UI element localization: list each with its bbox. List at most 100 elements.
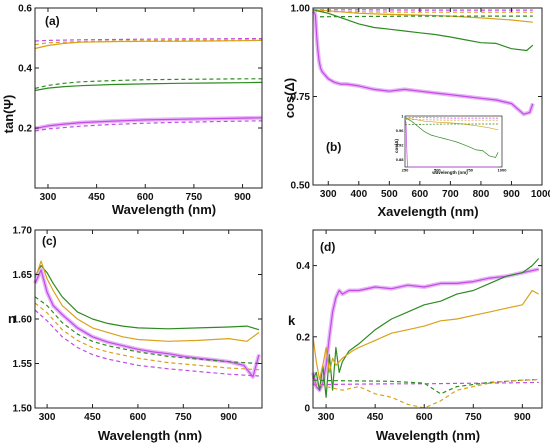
series-line-green-solid: [312, 9, 534, 52]
x-tick-label: 300: [318, 412, 335, 423]
plot-area-d: 300 450 600 750 900 0 0.2 0.4: [296, 229, 543, 423]
y-tick-label: 1.55: [13, 359, 33, 370]
x-tick-label: 700: [442, 189, 459, 200]
inset-y-tick-label: 0.92: [396, 143, 405, 148]
series-line-green-solid: [34, 81, 263, 92]
panel-label-c: (c): [42, 234, 57, 248]
panel-a: 300 450 600 750 900 0.2 0.4 0.6 (a) Wavelength …: [1, 4, 263, 217]
x-axis-label-b: Xavelength (nm): [377, 204, 478, 219]
y-tick-label: 0.6: [18, 4, 32, 15]
series-line-orange-solid: [312, 289, 539, 381]
series-line-magenta-dashed: [34, 38, 262, 42]
x-tick-label: 600: [412, 189, 429, 200]
panel-label-b: (b): [326, 140, 341, 154]
x-tick-label: 400: [350, 189, 367, 200]
y-axis-label-d: k: [288, 313, 296, 328]
x-tick-label: 750: [175, 412, 192, 423]
x-tick-label: 900: [503, 189, 520, 200]
series-line-magenta-dashed: [34, 120, 263, 132]
inset-x-tick-label: 500: [434, 168, 441, 173]
y-axis-label-c: n: [8, 311, 16, 326]
series-line-orange-solid: [34, 39, 263, 50]
x-axis-label-c: Wavelength (nm): [98, 428, 202, 443]
y-tick-label: 0.4: [296, 261, 310, 272]
y-tick-label: 0.50: [291, 181, 311, 192]
series-line-orange-solid: [312, 9, 533, 23]
y-tick-label: 1.50: [13, 404, 33, 415]
inset-x-tick-label: 1000: [498, 168, 508, 173]
plot-area-b: 300 400 500 600 700 800 900 1000 0.50 0.75 1.00: [291, 4, 550, 201]
x-tick-label: 300: [320, 189, 337, 200]
x-tick-label: 600: [137, 192, 154, 203]
inset-y-tick-label: 0.96: [396, 128, 405, 133]
y-tick-label: 0.75: [291, 92, 311, 103]
inset-series-line: [404, 117, 499, 131]
x-tick-label: 450: [88, 192, 105, 203]
y-tick-label: 1.65: [13, 270, 33, 281]
axes-frame: [312, 229, 543, 409]
inset-series-line: [404, 123, 499, 126]
x-tick-label: 750: [186, 192, 203, 203]
y-axis-label-b: cos(Δ): [282, 78, 297, 118]
series-line-halo: [311, 10, 535, 117]
y-tick-label: 0.2: [296, 332, 310, 343]
x-tick-label: 450: [367, 412, 384, 423]
panel-d: 300 450 600 750 900 0 0.2 0.4 (d) Wavelength (n…: [288, 229, 543, 443]
series-line-magenta-solid: [34, 269, 260, 378]
series-line-green-solid: [34, 265, 260, 331]
plot-area-c: 300 450 600 750 900 1.50 1.55 1.60 1.65 1.70: [13, 226, 263, 423]
x-tick-label: 450: [84, 412, 101, 423]
panel-b: 300 400 500 600 700 800 900 1000 0.50 0.75 1.00 (b…: [282, 4, 550, 220]
inset-x-axis-label: wavelength (nm): [431, 170, 468, 175]
x-tick-label: 900: [234, 192, 251, 203]
series-line-halo: [311, 267, 540, 393]
inset-y-tick-label: 1: [401, 114, 404, 119]
series-line-orange-dashed: [312, 378, 539, 409]
y-tick-label: 0.2: [18, 124, 32, 135]
x-axis-label-a: Wavelength (nm): [112, 202, 216, 217]
y-tick-label: 0: [304, 404, 310, 415]
y-tick-label: 0.4: [18, 64, 32, 75]
x-tick-label: 900: [220, 412, 237, 423]
axes-frame: [34, 7, 263, 189]
series-line-magenta-solid: [312, 268, 539, 391]
x-axis-label-d: Wavelength (nm): [376, 428, 480, 443]
inset-series-line: [404, 119, 499, 168]
series-line-green-dashed: [312, 15, 533, 18]
series-line-magenta-dashed: [312, 381, 539, 386]
series-line-green-dashed: [34, 78, 262, 89]
inset-x-tick-label: 250: [402, 168, 409, 173]
x-tick-label: 1000: [531, 189, 550, 200]
x-tick-label: 750: [465, 412, 482, 423]
series-line-orange-dashed: [34, 39, 262, 46]
x-tick-label: 500: [381, 189, 398, 200]
x-tick-label: 600: [130, 412, 147, 423]
inset-series-line: [404, 117, 499, 158]
y-axis-label-a: tan(Ψ): [1, 95, 16, 134]
panel-label-d: (d): [320, 240, 335, 254]
series-line-orange-dashed: [34, 302, 260, 371]
series-line-green-dashed: [312, 378, 539, 395]
x-tick-label: 600: [416, 412, 433, 423]
inset-y-tick-label: 0.88: [396, 157, 405, 162]
y-tick-label: 1.60: [13, 315, 33, 326]
series-line-magenta-solid: [313, 11, 534, 115]
panel-label-a: (a): [45, 14, 60, 28]
plot-area-a: 300 450 600 750 900 0.2 0.4 0.6: [18, 4, 263, 203]
y-tick-label: 1.70: [13, 226, 33, 237]
x-tick-label: 300: [40, 192, 57, 203]
x-tick-label: 900: [514, 412, 531, 423]
x-tick-label: 300: [39, 412, 56, 423]
inset-series-line: [404, 119, 499, 121]
x-tick-label: 800: [473, 189, 490, 200]
inset-frame: [404, 115, 503, 168]
series-line-magenta-solid: [34, 117, 263, 130]
series-line-magenta-dashed: [34, 309, 260, 377]
inset-chart: wavelength (nm) cos(Δ) 250 500 750 1000 0.88…: [394, 114, 507, 176]
series-line-green-solid: [312, 258, 540, 398]
series-line-green-dashed: [34, 296, 260, 365]
inset-y-axis-label: cos(Δ): [394, 139, 399, 153]
series-line-orange-solid: [34, 260, 260, 342]
